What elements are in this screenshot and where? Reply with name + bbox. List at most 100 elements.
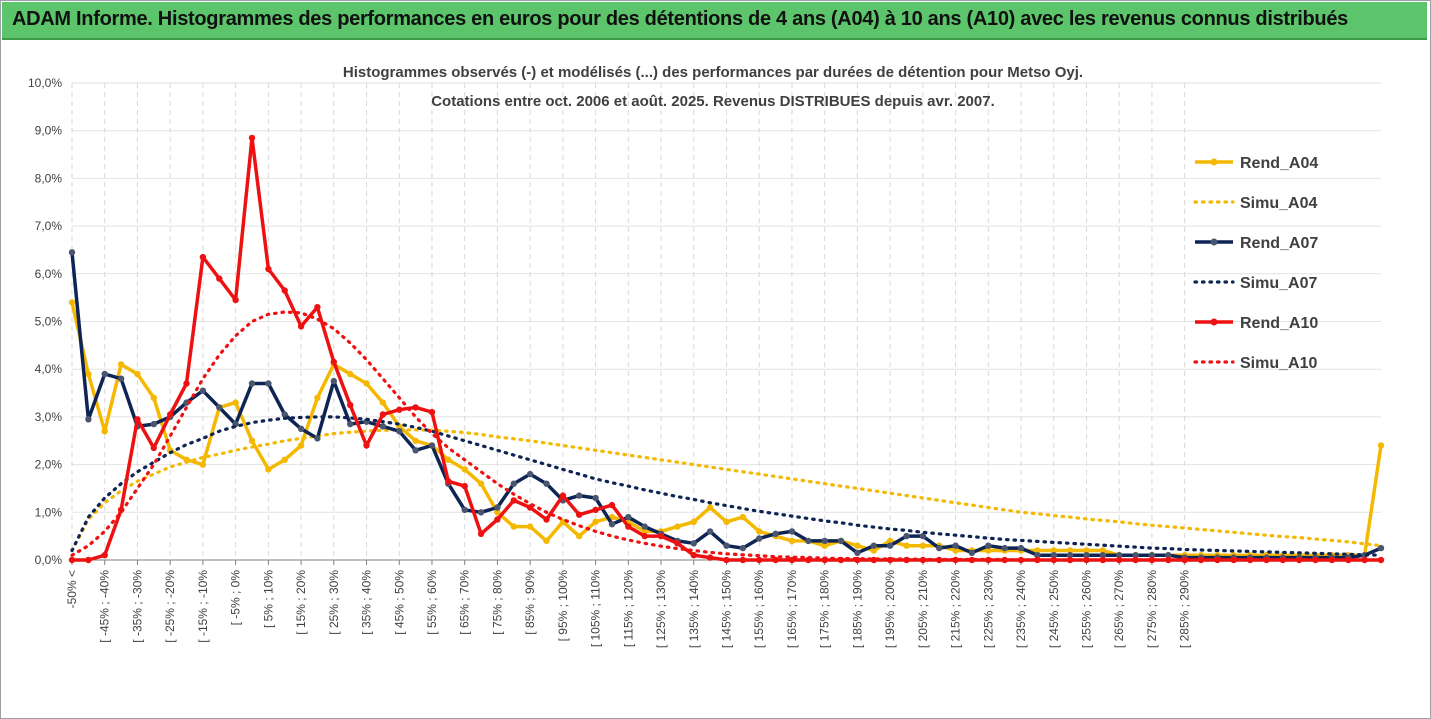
series-point-rend-a04 (526, 523, 534, 530)
series-point-rend-a10 (690, 552, 697, 559)
series-point-rend-a04 (363, 380, 370, 387)
series-point-rend-a04 (461, 466, 468, 473)
series-point-rend-a10 (101, 552, 108, 559)
series-point-rend-a07 (347, 420, 354, 428)
series-point-rend-a04 (412, 437, 419, 444)
series-point-rend-a04 (85, 370, 92, 378)
x-tick-label: [ 155% ; 160% (752, 570, 766, 648)
series-point-rend-a04 (821, 542, 828, 549)
legend-label-simu-a04: Simu_A04 (1240, 195, 1317, 212)
series-point-rend-a04 (592, 518, 599, 525)
series-point-rend-a07 (494, 504, 501, 511)
series-point-rend-a07 (379, 423, 387, 430)
series-point-rend-a10 (330, 358, 337, 366)
x-tick-label: [ 255% ; 260% (1079, 570, 1093, 648)
series-point-rend-a04 (232, 399, 239, 406)
series-point-rend-a07 (396, 428, 403, 435)
legend: Rend_A04 Simu_A04 Rend_A07 Simu_A07 Rend_A10… (1193, 155, 1318, 372)
x-tick-label: [ 215% ; 220% (949, 570, 963, 648)
x-tick-label: [ 135% ; 140% (687, 570, 701, 648)
series-point-rend-a07 (183, 399, 190, 406)
series-point-rend-a04 (199, 461, 207, 468)
series-point-rend-a07 (641, 523, 648, 530)
x-tick-label: [ 245% ; 250% (1047, 570, 1061, 648)
series-point-rend-a07 (510, 480, 517, 487)
series-point-rend-a04 (1034, 547, 1041, 554)
series-point-rend-a07 (248, 380, 256, 387)
series-point-rend-a10 (85, 556, 92, 564)
series-point-rend-a04 (281, 456, 288, 463)
series-point-rend-a07 (85, 416, 92, 423)
series-line-simu-a10 (70, 310, 1383, 562)
chart-title-line2: Cotations entre oct. 2006 et août. 2025.… (431, 93, 995, 110)
series-point-rend-a07 (854, 549, 861, 556)
series-point-rend-a10 (1050, 556, 1058, 564)
series-point-rend-a07 (805, 537, 812, 545)
series-point-rend-a04 (690, 518, 697, 525)
series-point-rend-a07 (330, 377, 337, 385)
series-point-rend-a04 (674, 523, 681, 530)
series-point-rend-a10 (232, 296, 239, 304)
y-tick-label: 4,0% (35, 362, 63, 376)
series-point-rend-a10 (1148, 556, 1156, 564)
x-tick-label: [ -25% ; -20% (163, 570, 177, 643)
series-point-rend-a07 (690, 540, 697, 547)
series-point-rend-a07 (788, 528, 796, 535)
series-point-rend-a07 (150, 420, 157, 428)
series-point-rend-a07 (625, 513, 632, 521)
series-point-rend-a07 (952, 542, 959, 549)
series-point-rend-a07 (1001, 544, 1008, 552)
x-tick-label: [ 195% ; 200% (883, 570, 897, 648)
y-tick-label: 0,0% (35, 553, 63, 567)
series-point-rend-a10 (379, 411, 387, 418)
x-tick-label: [ 55% ; 60% (425, 570, 439, 635)
series-point-rend-a07 (526, 470, 534, 478)
series-point-rend-a04 (985, 547, 992, 554)
series-point-rend-a04 (117, 361, 125, 368)
legend-label-rend-a10: Rend_A10 (1240, 315, 1318, 332)
series-point-rend-a10 (281, 287, 288, 294)
x-tick-label: [ 225% ; 230% (981, 570, 995, 648)
series-point-rend-a10 (265, 265, 272, 273)
y-tick-label: 9,0% (35, 124, 63, 138)
series-point-rend-a04 (1099, 547, 1107, 554)
series-point-rend-a04 (919, 542, 927, 549)
series-point-rend-a07 (1132, 552, 1139, 559)
series-point-rend-a10 (1328, 556, 1336, 564)
series-point-rend-a04 (641, 528, 648, 535)
report-title: ADAM Informe. Histogrammes des performan… (12, 8, 1348, 30)
series-point-rend-a10 (706, 554, 714, 561)
series-point-rend-a07 (919, 532, 927, 540)
series-point-rend-a07 (1066, 552, 1074, 559)
series-point-rend-a04 (101, 428, 108, 435)
x-tick-label: [ 15% ; 20% (294, 570, 308, 635)
series-point-rend-a07 (1099, 552, 1107, 559)
series-point-rend-a04 (297, 442, 305, 449)
series-point-rend-a07 (936, 544, 943, 552)
series-point-rend-a04 (150, 394, 157, 401)
legend-marker-rend-a04 (1210, 158, 1218, 166)
x-tick-label: [ 235% ; 240% (1014, 570, 1028, 648)
series-point-rend-a04 (477, 480, 485, 487)
series-point-rend-a10 (576, 511, 583, 518)
series-point-rend-a10 (657, 532, 665, 540)
series-point-rend-a04 (510, 523, 517, 530)
x-tick-label: [ 75% ; 80% (490, 570, 504, 635)
series-point-rend-a04 (870, 547, 877, 554)
x-tick-label: [ 265% ; 270% (1112, 570, 1126, 648)
series-point-rend-a10 (248, 134, 256, 142)
series-point-rend-a10 (1066, 556, 1074, 564)
series-point-rend-a07 (1377, 544, 1385, 552)
series-group (68, 134, 1385, 564)
y-tick-label: 3,0% (35, 410, 63, 424)
series-point-rend-a10 (347, 401, 354, 409)
series-point-rend-a10 (1246, 556, 1254, 564)
series-point-rend-a04 (1066, 547, 1074, 554)
x-tick-label: [ 35% ; 40% (360, 570, 374, 635)
series-point-rend-a07 (1083, 552, 1090, 559)
y-tick-label: 7,0% (35, 219, 63, 233)
series-point-rend-a10 (150, 444, 157, 452)
series-point-rend-a07 (756, 535, 763, 542)
y-tick-label: 5,0% (35, 315, 63, 329)
